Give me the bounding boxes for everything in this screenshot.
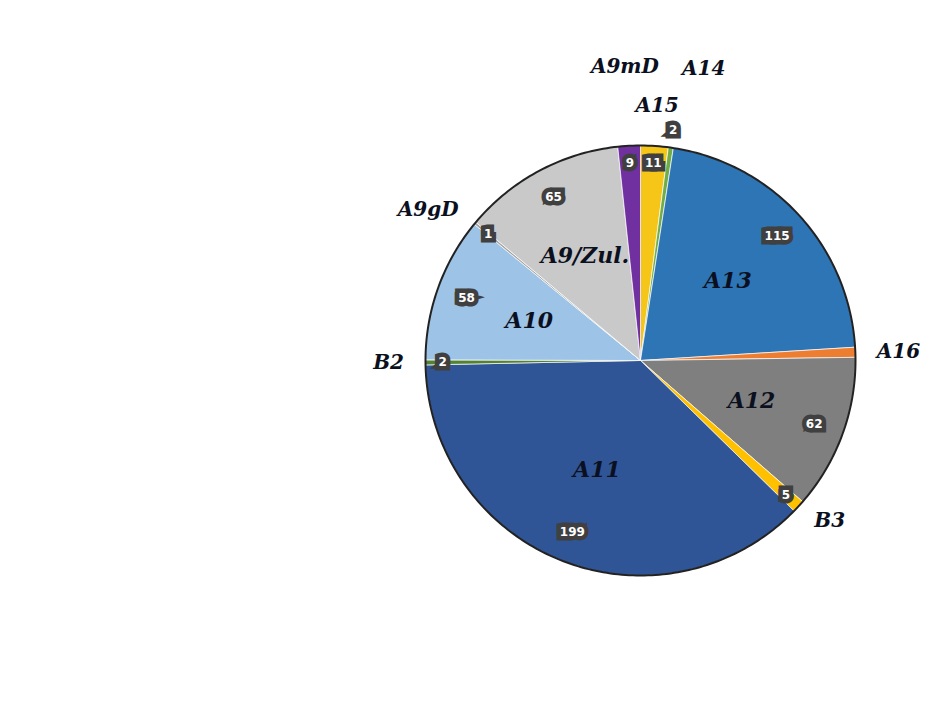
svg-text:2: 2 [439,355,447,369]
svg-text:199: 199 [560,525,585,539]
svg-text:A9gD: A9gD [396,197,459,221]
svg-text:B2: B2 [372,350,404,374]
svg-text:A9mD: A9mD [589,54,660,78]
svg-text:A14: A14 [680,56,725,80]
svg-text:115: 115 [765,229,790,243]
svg-text:A16: A16 [875,339,920,363]
svg-text:58: 58 [458,291,475,305]
svg-text:A12: A12 [726,387,776,413]
svg-text:A10: A10 [503,307,553,333]
svg-text:5: 5 [782,488,790,502]
svg-text:62: 62 [806,417,823,431]
svg-text:A9/Zul.: A9/Zul. [539,242,629,268]
svg-text:11: 11 [645,156,662,170]
svg-text:9: 9 [626,156,634,170]
svg-text:2: 2 [669,123,677,137]
svg-text:A15: A15 [633,93,678,117]
svg-text:65: 65 [545,190,562,204]
svg-text:B3: B3 [813,508,845,532]
svg-text:A13: A13 [702,267,752,293]
svg-text:A11: A11 [571,456,621,482]
svg-text:1: 1 [484,227,492,241]
